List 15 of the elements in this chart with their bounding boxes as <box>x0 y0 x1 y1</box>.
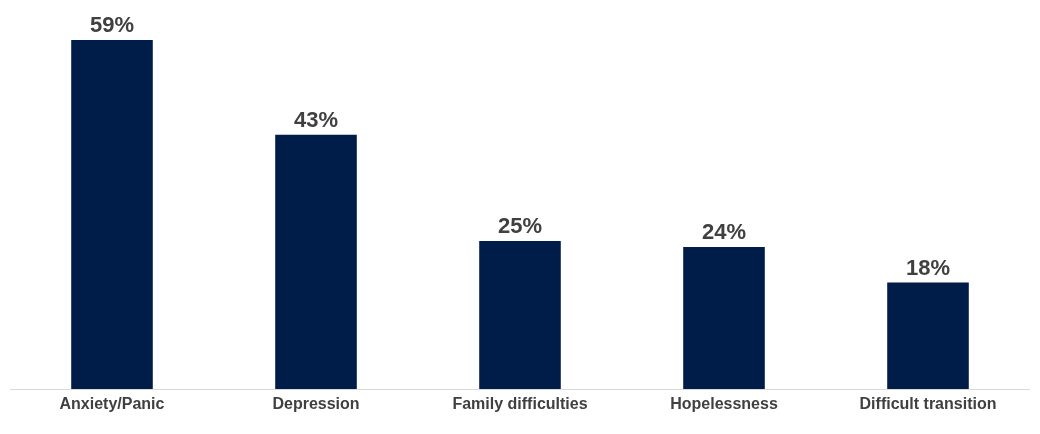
data-label: 25% <box>497 213 543 239</box>
x-tick-label: Anxiety/Panic <box>59 395 165 413</box>
data-label: 18% <box>905 254 951 280</box>
bar <box>275 134 357 389</box>
bar <box>887 282 969 389</box>
bar <box>683 247 765 389</box>
x-tick-label: Depression <box>272 395 360 413</box>
x-tick-label: Family difficulties <box>452 395 588 413</box>
data-label: 24% <box>701 219 747 245</box>
data-label: 59% <box>89 12 135 37</box>
bar <box>71 40 153 389</box>
bar <box>479 241 561 389</box>
x-tick-label: Difficult transition <box>859 395 997 413</box>
data-label: 43% <box>293 106 339 132</box>
x-tick-label: Hopelessness <box>670 395 778 413</box>
